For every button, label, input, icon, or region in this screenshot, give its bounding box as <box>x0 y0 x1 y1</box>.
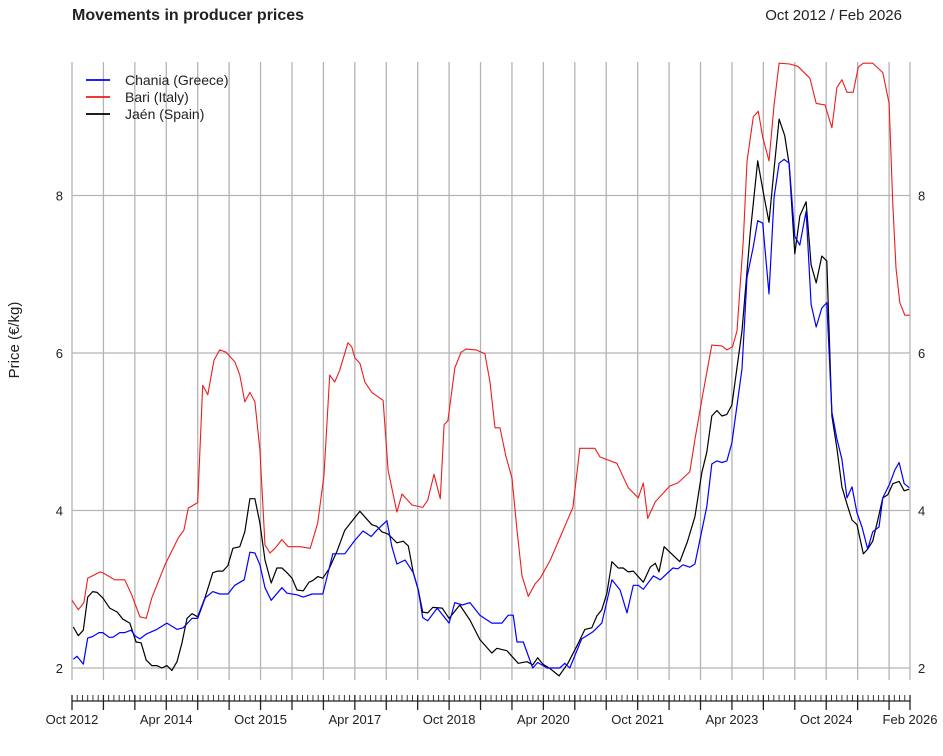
y-tick-label-left: 6 <box>56 346 63 361</box>
y-tick-label-left: 8 <box>56 189 63 204</box>
y-tick-label-left: 2 <box>56 661 63 676</box>
legend-label: Jaén (Spain) <box>125 106 204 122</box>
series-line-chania-greece <box>72 158 910 669</box>
y-tick-label-left: 4 <box>56 504 63 519</box>
series-lines <box>71 62 910 677</box>
x-tick-label: Apr 2014 <box>140 712 193 727</box>
y-axis-label: Price (€/kg) <box>6 302 23 379</box>
x-tick-label: Feb 2026 <box>883 712 938 727</box>
x-tick-label: Oct 2018 <box>423 712 476 727</box>
x-axis: Oct 2012 Apr 2014 Oct 2015 Apr 2017 Oct 2018… <box>46 695 938 727</box>
y-tick-label-right: 2 <box>918 661 925 676</box>
series-line-bari-italy <box>71 62 910 619</box>
gridlines: 2 2 4 4 6 6 8 8 <box>56 62 925 680</box>
x-tick-label: Apr 2020 <box>517 712 570 727</box>
chart-period: Oct 2012 / Feb 2026 <box>765 7 902 24</box>
legend-label: Bari (Italy) <box>125 89 189 105</box>
x-tick-label: Oct 2012 <box>46 712 99 727</box>
y-tick-label-right: 4 <box>918 504 925 519</box>
x-tick-label: Oct 2024 <box>800 712 853 727</box>
chart-title: Movements in producer prices <box>72 7 304 24</box>
legend-label: Chania (Greece) <box>125 72 229 88</box>
legend: Chania (Greece)Bari (Italy)Jaén (Spain) <box>86 72 229 122</box>
x-tick-label: Oct 2021 <box>611 712 664 727</box>
x-tick-label: Apr 2023 <box>706 712 759 727</box>
y-tick-label-right: 8 <box>918 189 925 204</box>
x-tick-label: Oct 2015 <box>234 712 287 727</box>
y-tick-label-right: 6 <box>918 346 925 361</box>
x-tick-label: Apr 2017 <box>328 712 381 727</box>
